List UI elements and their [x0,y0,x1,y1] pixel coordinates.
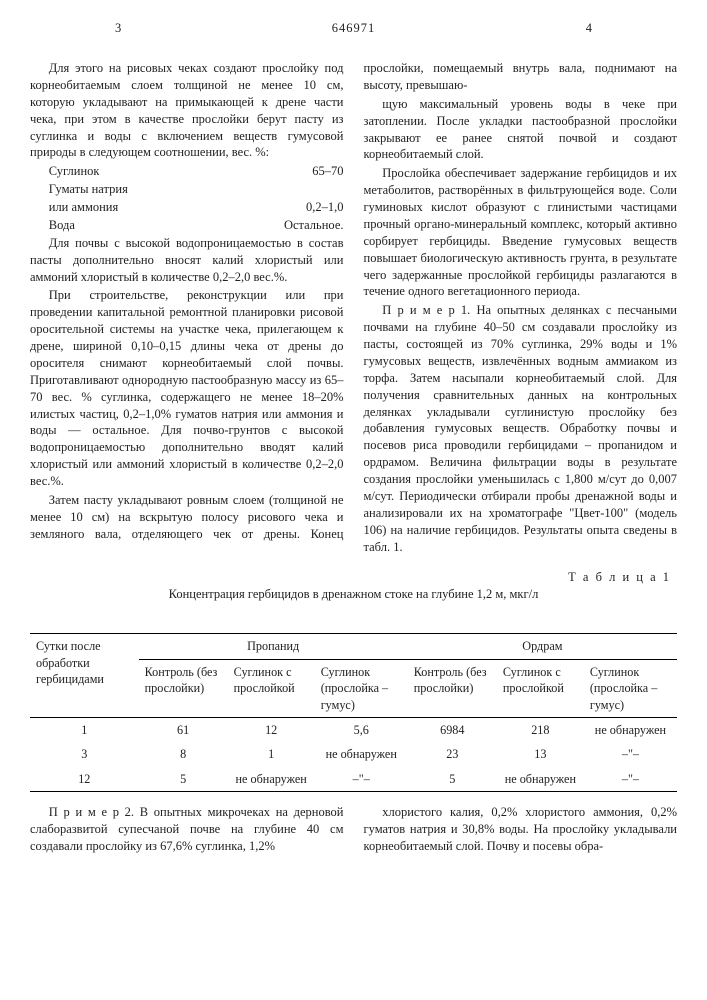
para-l3: При строительстве, реконструкции или при… [30,287,344,490]
ratio-label: Суглинок [49,163,254,180]
cell: –"– [584,767,677,792]
para-r1: щую максимальный уровень воды в чеке при… [364,96,678,164]
ratio-label: Гуматы натрия [49,181,254,198]
col-sub: Контроль (без прослойки) [408,659,497,717]
ratio-value: 0,2–1,0 [254,199,344,216]
cell: 8 [139,742,228,766]
footer-columns: П р и м е р 2. В опытных микрочеках на д… [30,804,677,855]
ratio-row: Гуматы натрия [30,181,344,198]
table-title-block: Т а б л и ц а 1 Концентрация гербицидов … [30,569,677,603]
cell: не обнаружен [584,718,677,743]
ratio-value: 65–70 [254,163,344,180]
ratio-value: Остальное. [254,217,344,234]
document-number: 646971 [332,20,376,37]
ratio-value [254,181,344,198]
main-text-columns: Для этого на рисовых чеках создают просл… [30,60,677,555]
herbicide-table: Сутки после обработки гербицидами Пропан… [30,633,677,792]
page-header: 3 646971 4 [30,20,677,44]
col-head-days: Сутки после обработки гербицидами [30,634,139,718]
ratio-row: Суглинок 65–70 [30,163,344,180]
cell: 12 [30,767,139,792]
cell: 3 [30,742,139,766]
cell: 5,6 [315,718,408,743]
cell: 218 [497,718,584,743]
col-sub: Суглинок (прослойка – гумус) [584,659,677,717]
page-number-left: 3 [115,20,121,37]
cell: не обнаружен [228,767,315,792]
ratio-row: Вода Остальное. [30,217,344,234]
para-r3: П р и м е р 1. На опытных делянках с пес… [364,302,678,555]
cell: 12 [228,718,315,743]
ratio-label: или аммония [49,199,254,216]
ratio-label: Вода [49,217,254,234]
cell: 5 [408,767,497,792]
cell: не обнаружен [315,742,408,766]
col-sub: Контроль (без прослойки) [139,659,228,717]
cell: 61 [139,718,228,743]
footer-para-right: хлористого калия, 0,2% хлористого аммони… [364,804,678,855]
cell: –"– [584,742,677,766]
cell: 6984 [408,718,497,743]
col-sub: Суглинок (прослойка – гумус) [315,659,408,717]
para-l1: Для этого на рисовых чеках создают просл… [30,60,344,161]
col-group-propanid: Пропанид [139,634,408,659]
cell: 5 [139,767,228,792]
col-sub: Суглинок с прослойкой [228,659,315,717]
cell: 23 [408,742,497,766]
table-row: 1 61 12 5,6 6984 218 не обнаружен [30,718,677,743]
cell: 1 [30,718,139,743]
para-r2: Прослойка обеспечивает задержание гербиц… [364,165,678,300]
ratio-row: или аммония 0,2–1,0 [30,199,344,216]
cell: 13 [497,742,584,766]
footer-para-left: П р и м е р 2. В опытных микрочеках на д… [30,804,344,855]
col-group-ordram: Ордрам [408,634,677,659]
page-number-right: 4 [586,20,592,37]
para-l2: Для почвы с высокой водопроницаемостью в… [30,235,344,286]
col-sub: Суглинок с прослойкой [497,659,584,717]
table-row: 3 8 1 не обнаружен 23 13 –"– [30,742,677,766]
table-caption: Концентрация гербицидов в дренажном сток… [30,586,677,603]
cell: –"– [315,767,408,792]
table-row: 12 5 не обнаружен –"– 5 не обнаружен –"– [30,767,677,792]
cell: 1 [228,742,315,766]
table-label: Т а б л и ц а 1 [568,569,671,586]
cell: не обнаружен [497,767,584,792]
